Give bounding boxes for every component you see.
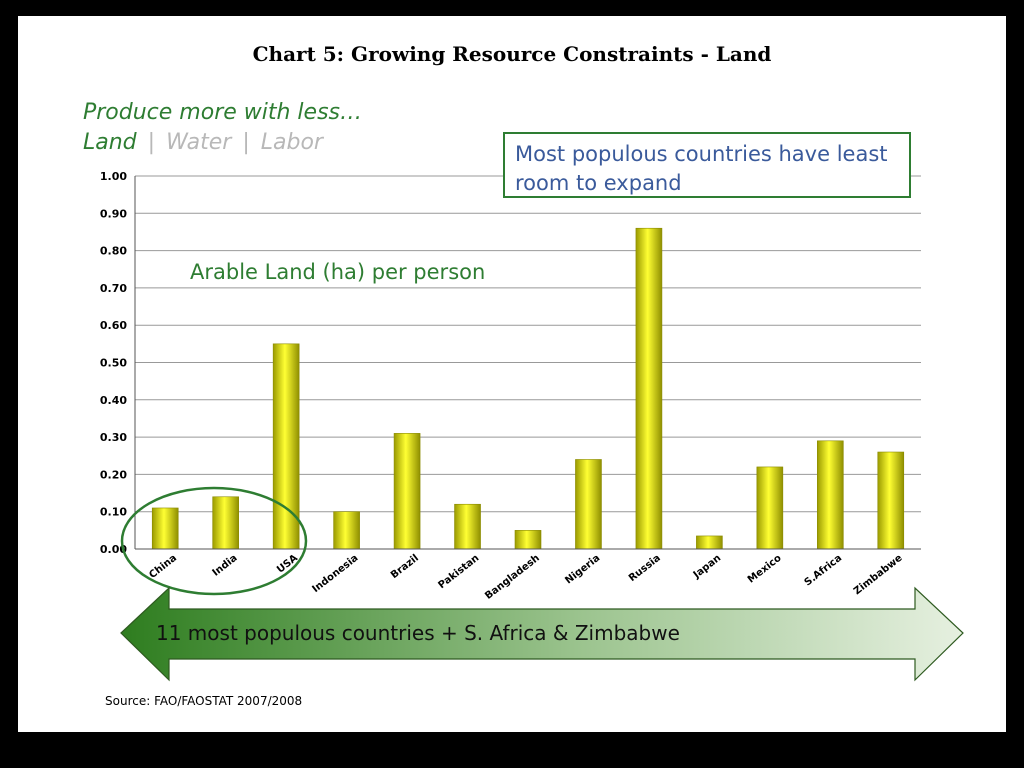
bar-mexico [756,466,784,550]
grid-lines [135,175,921,513]
banner-label: 11 most populous countries + S. Africa &… [156,621,680,645]
x-tick-label: Nigeria [563,553,602,587]
x-tick-label: Pakistan [436,553,481,592]
y-tick-label: 0.20 [100,468,127,481]
y-tick-label: 0.50 [100,357,127,370]
y-tick-label: 0.10 [100,506,127,519]
bar-zimbabwe [877,451,905,550]
y-tick-label: 0.60 [100,319,127,332]
y-tick-label: 0.40 [100,394,127,407]
bar-nigeria [575,459,602,550]
tab-separator: | [147,130,156,155]
x-tick-label: Russia [627,553,663,584]
bar-china [151,507,179,550]
y-tick-label: 0.70 [100,282,127,295]
y-axis-ticks: 0.00 0.10 0.20 0.30 0.40 0.50 0.60 0.70 0.80 0.90… [100,170,127,556]
bar-pakistan [454,503,481,550]
bar-brazil [393,433,421,550]
x-tick-label: China [147,553,179,581]
bar-usa [272,343,300,550]
x-tick-label: Indonesia [310,553,360,595]
bar-safrica [817,440,844,550]
y-tick-label: 1.00 [100,170,127,183]
y-tick-label: 0.00 [100,543,127,556]
bar-bangladesh [514,530,542,550]
x-tick-label: S.Africa [803,553,845,589]
x-tick-label: Mexico [746,553,784,586]
highlight-circle [120,486,308,596]
x-tick-label: Brazil [389,553,421,581]
y-tick-label: 0.30 [100,431,127,444]
tab-labor[interactable]: Labor [260,130,323,155]
y-tick-label: 0.80 [100,245,127,258]
tab-separator: | [242,130,250,155]
x-axis-ticks: China India USA Indonesia Brazil Pakistan Bang… [147,553,905,602]
bar-india [212,496,239,550]
bar-russia [635,227,663,550]
tab-water[interactable]: Water [166,130,232,155]
chart-title: Chart 5: Growing Resource Constraints - … [252,42,772,66]
tagline: Produce more with less… [83,100,363,125]
bar-chart: 0.00 0.10 0.20 0.30 0.40 0.50 0.60 0.70 0.80 0.90… [100,170,964,682]
bar-japan [696,535,723,550]
slide: Chart 5: Growing Resource Constraints - … [18,16,1006,732]
x-tick-label: Zimbabwe [852,553,905,598]
source-note: Source: FAO/FAOSTAT 2007/2008 [105,694,303,708]
x-tick-label: Bangladesh [483,553,542,602]
x-tick-label: Japan [691,553,723,582]
y-tick-label: 0.90 [100,207,127,220]
chart-annotation: Arable Land (ha) per person [190,260,485,284]
tab-land[interactable]: Land [83,130,137,155]
x-tick-label: India [211,553,240,579]
resource-tabs: Land | Water | Labor [83,130,323,155]
bar-indonesia [333,511,360,550]
banner-arrow [120,586,964,682]
callout-box: Most populous countries have least room … [503,132,911,198]
